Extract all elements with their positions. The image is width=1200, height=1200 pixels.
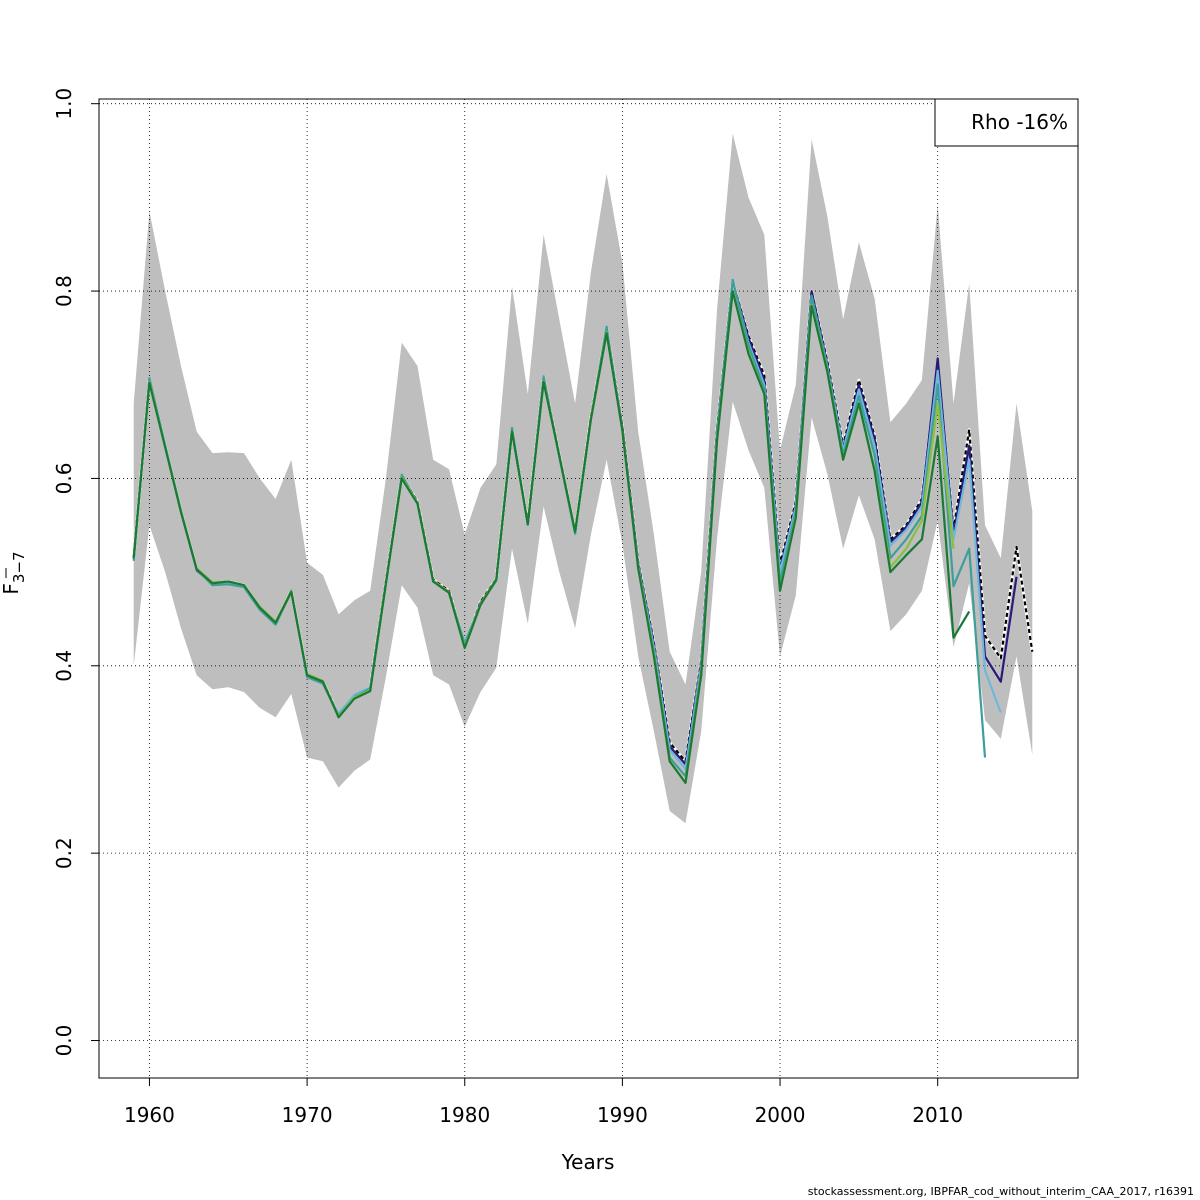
x-axis: 1960 1970 1980 1990 2000 2010 [124, 1077, 963, 1127]
y-axis: 0.0 0.2 0.4 0.6 0.8 1.0 [52, 88, 100, 1057]
y-tick-label: 0.6 [52, 463, 76, 495]
footer-caption: stockassessment.org, IBPFAR_cod_without_… [807, 1185, 1194, 1198]
legend: Rho -16% [934, 98, 1079, 147]
series-line-5 [132, 290, 971, 785]
x-tick-label: 2000 [755, 1103, 806, 1127]
y-axis-title: F3−7 [0, 551, 28, 594]
series-layer [132, 278, 1034, 785]
y-tick-label: 1.0 [52, 88, 76, 120]
y-tick-label: 0.2 [52, 837, 76, 869]
y-tick-label: 0.4 [52, 650, 76, 682]
y-tick-label: 0.8 [52, 275, 76, 307]
x-tick-label: 2010 [912, 1103, 963, 1127]
x-axis-title: Years [561, 1150, 615, 1174]
x-tick-label: 1990 [597, 1103, 648, 1127]
y-tick-label: 0.0 [52, 1025, 76, 1057]
x-tick-label: 1980 [439, 1103, 490, 1127]
legend-box [934, 98, 1079, 147]
legend-text: Rho -16% [971, 110, 1068, 134]
y-axis-title-sub: 3−7 [10, 551, 28, 583]
svg-text:F3−7: F3−7 [0, 551, 28, 594]
x-tick-label: 1960 [124, 1103, 175, 1127]
y-axis-title-main: F [0, 583, 23, 595]
x-tick-label: 1970 [282, 1103, 333, 1127]
